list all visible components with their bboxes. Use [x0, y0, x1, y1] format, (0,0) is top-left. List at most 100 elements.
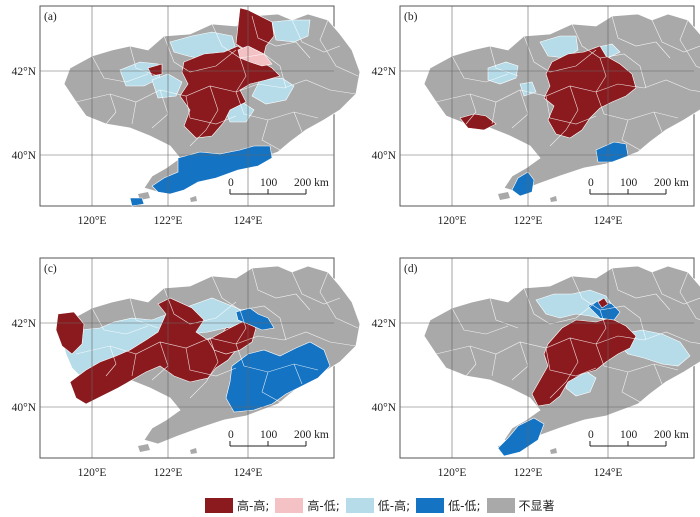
district-boundary — [679, 19, 700, 69]
district-boundary — [489, 297, 519, 329]
legend-label: 不显著 — [518, 498, 555, 513]
longitude-label: 122°E — [514, 215, 543, 227]
district-boundary — [451, 55, 509, 83]
longitude-label: 120°E — [78, 215, 107, 227]
district-boundary — [653, 111, 663, 133]
longitude-label: 120°E — [438, 467, 467, 479]
panel-label: (c) — [44, 263, 57, 275]
district-boundary — [189, 85, 219, 147]
district-boundary — [235, 79, 357, 95]
island — [550, 448, 557, 454]
panel-label: (d) — [404, 263, 418, 275]
district-boundary — [131, 101, 137, 125]
longitude-label: 120°E — [438, 215, 467, 227]
scale-bar-label: 200 km — [654, 177, 689, 189]
district-boundary — [491, 353, 497, 377]
scale-bar-label: 200 km — [294, 429, 329, 441]
district-boundary — [639, 317, 647, 341]
legend-item: 高-高; — [205, 497, 269, 514]
district-boundary — [545, 347, 597, 377]
district-boundary — [129, 45, 159, 77]
latitude-label: 42°N — [372, 66, 397, 78]
cluster-region-ll — [595, 141, 629, 163]
scale-bar-label: 100 — [620, 177, 638, 189]
district-boundary — [451, 307, 509, 335]
island — [550, 196, 557, 202]
legend-item: 高-低; — [275, 497, 340, 514]
district-boundary — [595, 57, 607, 93]
legend-label: 低-低; — [448, 498, 481, 513]
map-panel-d: (d) 0 100 200 km 42°N 40°N 120°E 122°E 124°E — [372, 257, 700, 479]
district-boundary — [651, 19, 700, 53]
legend-swatch — [416, 497, 445, 513]
longitude-label: 122°E — [154, 467, 183, 479]
district-boundary — [105, 345, 117, 377]
cluster-region-ll — [151, 145, 273, 195]
district-boundary — [319, 19, 359, 77]
cluster-region-hh — [55, 311, 85, 355]
panel-label: (b) — [404, 11, 418, 23]
map-panel-b: (b) 0 100 200 km 42°N 40°N 120°E 122°E 124°E — [372, 5, 700, 227]
longitude-label: 124°E — [594, 467, 623, 479]
island — [138, 444, 150, 452]
latitude-label: 40°N — [372, 150, 397, 162]
legend-swatch — [205, 497, 233, 513]
map-panel-c: (c) 0 100 200 km 42°N 40°N 120°E 122°E 124°E — [12, 257, 361, 479]
district-boundary — [189, 337, 219, 399]
latitude-label: 40°N — [12, 402, 37, 414]
district-boundary — [251, 15, 311, 59]
island — [190, 196, 197, 202]
cluster-region-hh — [531, 317, 637, 407]
district-boundary — [679, 271, 700, 321]
district-boundary — [653, 363, 663, 385]
panel-label: (a) — [44, 11, 57, 23]
legend-swatch — [275, 497, 304, 513]
legend: 高-高; 高-低; 低-高; 低-低; 不显著 — [205, 497, 561, 513]
longitude-label: 124°E — [234, 215, 263, 227]
district-boundary — [595, 79, 700, 93]
district-boundary — [549, 85, 579, 147]
legend-label: 低-高; — [377, 498, 411, 513]
legend-label: 高-低; — [307, 498, 340, 513]
district-boundary — [291, 19, 341, 53]
cluster-region-ll — [129, 197, 145, 207]
latitude-label: 42°N — [12, 318, 37, 330]
cluster-region-hh — [207, 319, 257, 355]
district-boundary — [261, 119, 281, 151]
latitude-label: 40°N — [12, 150, 37, 162]
district-boundary — [595, 309, 607, 345]
longitude-label: 122°E — [514, 467, 543, 479]
district-boundary — [185, 95, 237, 125]
scale-bar-label: 100 — [260, 429, 278, 441]
scale-bar-label: 0 — [228, 177, 234, 189]
legend-item: 不显著 — [486, 497, 555, 514]
longitude-label: 120°E — [78, 467, 107, 479]
district-boundary — [291, 271, 341, 305]
legend-swatch — [345, 497, 374, 513]
district-boundary — [611, 15, 671, 59]
cluster-region-lh — [151, 73, 183, 99]
cluster-region-ll — [497, 417, 545, 457]
district-boundary — [163, 287, 237, 325]
district-boundary — [489, 45, 519, 77]
legend-swatch — [486, 497, 515, 513]
scale-bar-label: 200 km — [294, 177, 329, 189]
district-boundary — [261, 371, 281, 403]
district-boundary — [651, 271, 700, 305]
district-boundary — [523, 35, 597, 73]
cluster-region-ll — [225, 341, 331, 413]
scale-bar-label: 100 — [260, 177, 278, 189]
cluster-region-lh — [539, 35, 579, 59]
district-boundary — [465, 345, 477, 377]
district-boundary — [621, 371, 641, 403]
district-boundary — [91, 307, 149, 335]
district-boundary — [639, 65, 647, 89]
latitude-label: 42°N — [12, 66, 37, 78]
district-boundary — [465, 93, 477, 125]
latitude-label: 42°N — [372, 318, 397, 330]
district-boundary — [131, 353, 137, 377]
district-boundary — [491, 101, 497, 125]
district-boundary — [129, 297, 159, 329]
district-boundary — [251, 267, 311, 311]
district-boundary — [293, 111, 303, 133]
